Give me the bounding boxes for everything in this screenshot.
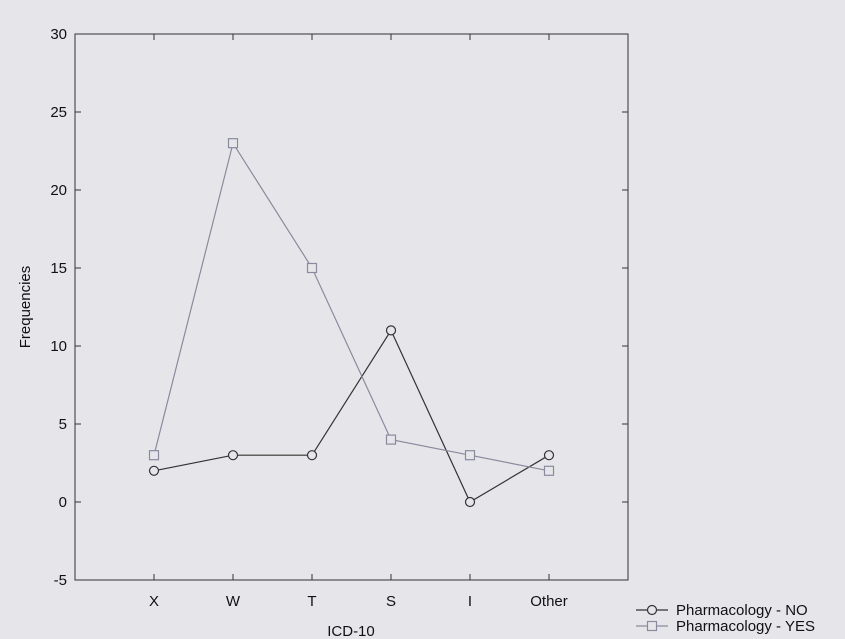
x-axis-ticks: X W T S I Other: [149, 34, 568, 610]
data-point: [227, 138, 239, 149]
series-layer: [148, 138, 555, 508]
y-tick-label: 5: [59, 416, 67, 433]
y-tick-label: 30: [50, 26, 67, 43]
legend-item: Pharmacology - NO: [636, 602, 808, 619]
series-no: [148, 325, 555, 508]
data-point: [227, 450, 239, 461]
series-line: [153, 141, 550, 472]
y-tick-label: 25: [50, 104, 67, 121]
data-point: [543, 465, 555, 476]
x-axis-title: ICD-10: [327, 623, 375, 639]
x-tick-label: W: [226, 593, 241, 610]
y-axis-ticks: -5 0 5 10 15 20 25 30: [50, 26, 628, 589]
y-tick-label: 15: [50, 260, 67, 277]
x-tick-label: S: [386, 593, 396, 610]
legend-item: Pharmacology - YES: [636, 618, 815, 635]
y-tick-label: 0: [59, 494, 67, 511]
legend-label: Pharmacology - NO: [676, 602, 808, 619]
data-point: [385, 434, 397, 445]
y-tick-label: 20: [50, 182, 67, 199]
data-point: [148, 450, 160, 461]
x-tick-label: I: [468, 593, 472, 610]
y-axis-title: Frequencies: [17, 266, 34, 349]
data-point: [306, 450, 318, 461]
data-point: [464, 450, 476, 461]
data-point: [543, 450, 555, 461]
plot-area: [74, 33, 629, 581]
y-tick-label: -5: [54, 572, 67, 589]
legend-label: Pharmacology - YES: [676, 618, 815, 635]
legend-marker-square: [646, 620, 658, 632]
x-tick-label: T: [307, 593, 316, 610]
data-point: [385, 325, 397, 336]
series-line: [153, 329, 550, 503]
x-tick-label: Other: [530, 593, 568, 610]
series-yes: [148, 138, 555, 476]
data-point: [306, 262, 318, 274]
y-tick-label: 10: [50, 338, 67, 355]
legend-marker-circle: [646, 604, 658, 616]
data-point: [148, 465, 160, 476]
x-tick-label: X: [149, 593, 159, 610]
data-point: [464, 496, 476, 508]
